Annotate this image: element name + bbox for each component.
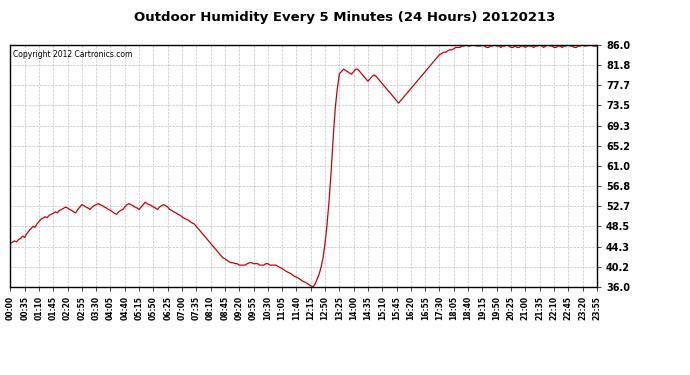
Text: Copyright 2012 Cartronics.com: Copyright 2012 Cartronics.com (13, 50, 132, 59)
Text: Outdoor Humidity Every 5 Minutes (24 Hours) 20120213: Outdoor Humidity Every 5 Minutes (24 Hou… (135, 11, 555, 24)
